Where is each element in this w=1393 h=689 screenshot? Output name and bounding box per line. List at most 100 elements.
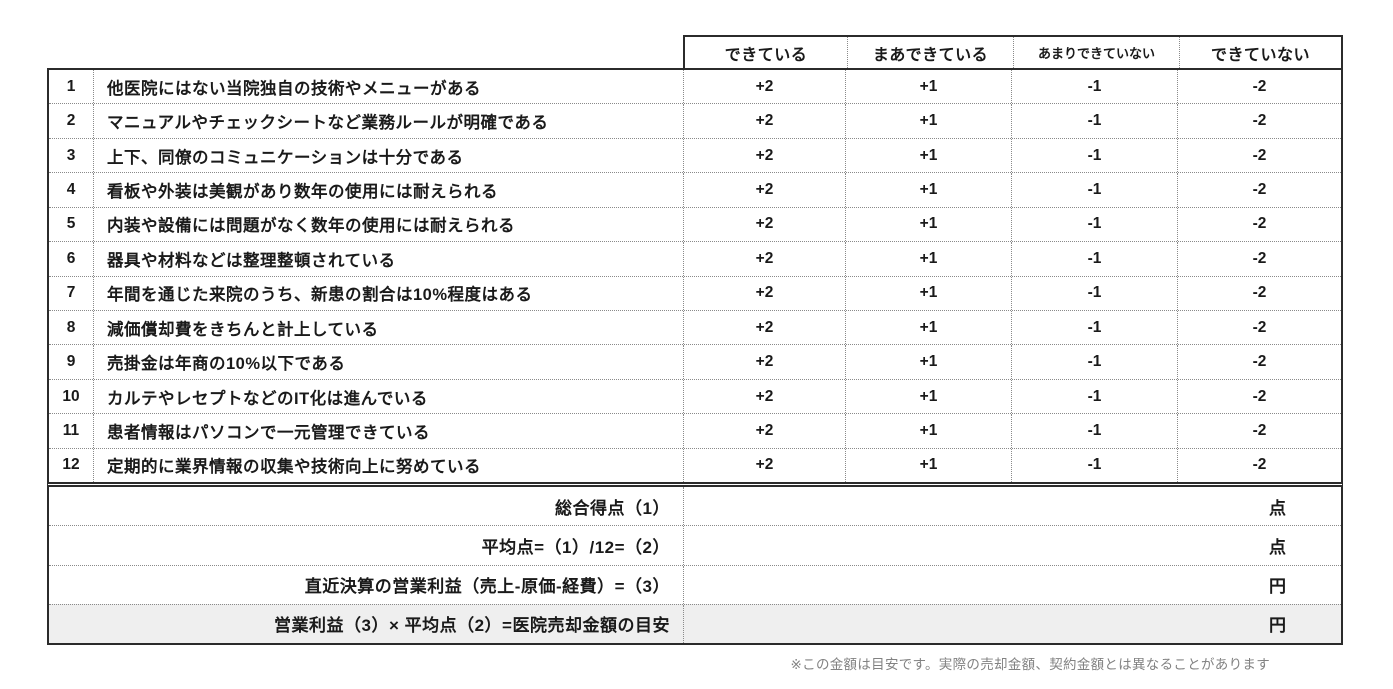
table-row: 9 売掛金は年商の10%以下である +2 +1 -1 -2 xyxy=(49,344,1341,379)
row-item-text: 定期的に業界情報の収集や技術向上に努めている xyxy=(93,448,683,483)
score-plus1: +1 xyxy=(845,138,1011,173)
score-minus1: -1 xyxy=(1011,70,1177,104)
score-minus2: -2 xyxy=(1177,242,1341,276)
disclaimer-note: ※この金額は目安です。実際の売却金額、契約金額とは異なることがあります xyxy=(790,657,1270,672)
table-row: 11 患者情報はパソコンで一元管理できている +2 +1 -1 -2 xyxy=(49,413,1341,448)
score-minus2: -2 xyxy=(1177,207,1341,242)
row-item-text: カルテやレセプトなどのIT化は進んでいる xyxy=(93,379,683,414)
table-row: 5 内装や設備には問題がなく数年の使用には耐えられる +2 +1 -1 -2 xyxy=(49,206,1341,242)
score-plus2: +2 xyxy=(683,310,845,345)
score-plus1: +1 xyxy=(845,242,1011,276)
table-row: 2 マニュアルやチェックシートなど業務ルールが明確である +2 +1 -1 -2 xyxy=(49,103,1341,138)
summary-table: 総合得点（1） 点 平均点=（1）/12=（2） 点 直近決算の営業利益（売上-… xyxy=(47,482,1343,645)
table-row: 3 上下、同僚のコミュニケーションは十分である +2 +1 -1 -2 xyxy=(49,137,1341,173)
assessment-table: 1 他医院にはない当院独自の技術やメニューがある +2 +1 -1 -2 2 マ… xyxy=(47,68,1343,483)
score-minus2: -2 xyxy=(1177,310,1341,345)
score-plus2: +2 xyxy=(683,414,845,448)
score-plus1: +1 xyxy=(845,310,1011,345)
score-plus1: +1 xyxy=(845,345,1011,379)
header-amari-dekiteinai: あまりできていない xyxy=(1013,37,1179,68)
row-number: 10 xyxy=(62,387,80,405)
score-minus1: -1 xyxy=(1011,310,1177,345)
row-item-text: 上下、同僚のコミュニケーションは十分である xyxy=(93,138,683,173)
summary-row-average-score: 平均点=（1）/12=（2） 点 xyxy=(49,525,1341,565)
summary-unit: 点 xyxy=(683,487,1341,526)
score-plus1: +1 xyxy=(845,207,1011,242)
score-minus1: -1 xyxy=(1011,414,1177,448)
score-plus2: +2 xyxy=(683,379,845,414)
score-plus2: +2 xyxy=(683,345,845,379)
row-item-text: 看板や外装は美観があり数年の使用には耐えられる xyxy=(93,173,683,207)
score-minus1: -1 xyxy=(1011,173,1177,207)
score-minus2: -2 xyxy=(1177,379,1341,414)
row-number: 7 xyxy=(66,284,76,302)
score-minus1: -1 xyxy=(1011,138,1177,173)
row-item-text: 器具や材料などは整理整頓されている xyxy=(93,242,683,276)
score-minus2: -2 xyxy=(1177,104,1341,138)
score-plus1: +1 xyxy=(845,379,1011,414)
score-plus2: +2 xyxy=(683,242,845,276)
row-number: 11 xyxy=(62,421,80,439)
table-row: 10 カルテやレセプトなどのIT化は進んでいる +2 +1 -1 -2 xyxy=(49,378,1341,414)
summary-row-total-score: 総合得点（1） 点 xyxy=(49,487,1341,526)
summary-unit: 円 xyxy=(683,565,1341,604)
row-item-text: 減価償却費をきちんと計上している xyxy=(93,310,683,345)
score-header-row: できている まあできている あまりできていない できていない xyxy=(683,35,1343,68)
header-dekiteinai: できていない xyxy=(1179,37,1341,68)
score-plus2: +2 xyxy=(683,70,845,104)
summary-label: 平均点=（1）/12=（2） xyxy=(481,537,670,557)
row-item-text: 内装や設備には問題がなく数年の使用には耐えられる xyxy=(93,207,683,242)
score-plus2: +2 xyxy=(683,276,845,310)
row-number: 5 xyxy=(66,215,76,233)
row-number: 9 xyxy=(66,353,76,371)
row-number: 6 xyxy=(66,249,76,267)
row-number: 1 xyxy=(66,77,76,95)
summary-label: 総合得点（1） xyxy=(555,498,670,518)
score-plus2: +2 xyxy=(683,138,845,173)
score-plus2: +2 xyxy=(683,173,845,207)
row-number: 12 xyxy=(62,456,80,474)
summary-label: 直近決算の営業利益（売上-原価-経費）=（3） xyxy=(304,577,670,597)
row-item-text: マニュアルやチェックシートなど業務ルールが明確である xyxy=(93,104,683,138)
score-minus2: -2 xyxy=(1177,173,1341,207)
score-minus1: -1 xyxy=(1011,345,1177,379)
score-plus1: +1 xyxy=(845,276,1011,310)
summary-unit: 点 xyxy=(683,526,1341,565)
table-row: 1 他医院にはない当院独自の技術やメニューがある +2 +1 -1 -2 xyxy=(49,70,1341,104)
score-minus1: -1 xyxy=(1011,276,1177,310)
score-plus2: +2 xyxy=(683,104,845,138)
score-minus2: -2 xyxy=(1177,276,1341,310)
score-minus1: -1 xyxy=(1011,104,1177,138)
score-minus2: -2 xyxy=(1177,345,1341,379)
row-number: 2 xyxy=(66,112,76,130)
table-row: 12 定期的に業界情報の収集や技術向上に努めている +2 +1 -1 -2 xyxy=(49,447,1341,483)
score-minus2: -2 xyxy=(1177,70,1341,104)
row-number: 4 xyxy=(66,180,76,198)
score-minus1: -1 xyxy=(1011,242,1177,276)
table-row: 8 減価償却費をきちんと計上している +2 +1 -1 -2 xyxy=(49,309,1341,345)
score-minus1: -1 xyxy=(1011,379,1177,414)
table-row: 6 器具や材料などは整理整頓されている +2 +1 -1 -2 xyxy=(49,241,1341,276)
score-plus2: +2 xyxy=(683,448,845,483)
score-plus1: +1 xyxy=(845,173,1011,207)
summary-unit: 円 xyxy=(683,604,1341,643)
score-plus1: +1 xyxy=(845,448,1011,483)
summary-row-operating-profit: 直近決算の営業利益（売上-原価-経費）=（3） 円 xyxy=(49,564,1341,604)
row-item-text: 他医院にはない当院独自の技術やメニューがある xyxy=(93,70,683,104)
score-minus1: -1 xyxy=(1011,207,1177,242)
summary-label: 営業利益（3）× 平均点（2）=医院売却金額の目安 xyxy=(274,616,670,636)
row-number: 8 xyxy=(66,318,76,336)
score-plus1: +1 xyxy=(845,414,1011,448)
score-plus1: +1 xyxy=(845,70,1011,104)
header-maa-dekiteiru: まあできている xyxy=(847,37,1013,68)
score-minus2: -2 xyxy=(1177,414,1341,448)
row-number: 3 xyxy=(66,146,76,164)
row-item-text: 売掛金は年商の10%以下である xyxy=(93,345,683,379)
row-item-text: 年間を通じた来院のうち、新患の割合は10%程度はある xyxy=(93,276,683,310)
summary-row-sale-price-estimate: 営業利益（3）× 平均点（2）=医院売却金額の目安 円 xyxy=(49,603,1341,643)
score-plus2: +2 xyxy=(683,207,845,242)
score-minus2: -2 xyxy=(1177,448,1341,483)
header-dekiteiru: できている xyxy=(724,46,808,64)
table-row: 4 看板や外装は美観があり数年の使用には耐えられる +2 +1 -1 -2 xyxy=(49,172,1341,207)
